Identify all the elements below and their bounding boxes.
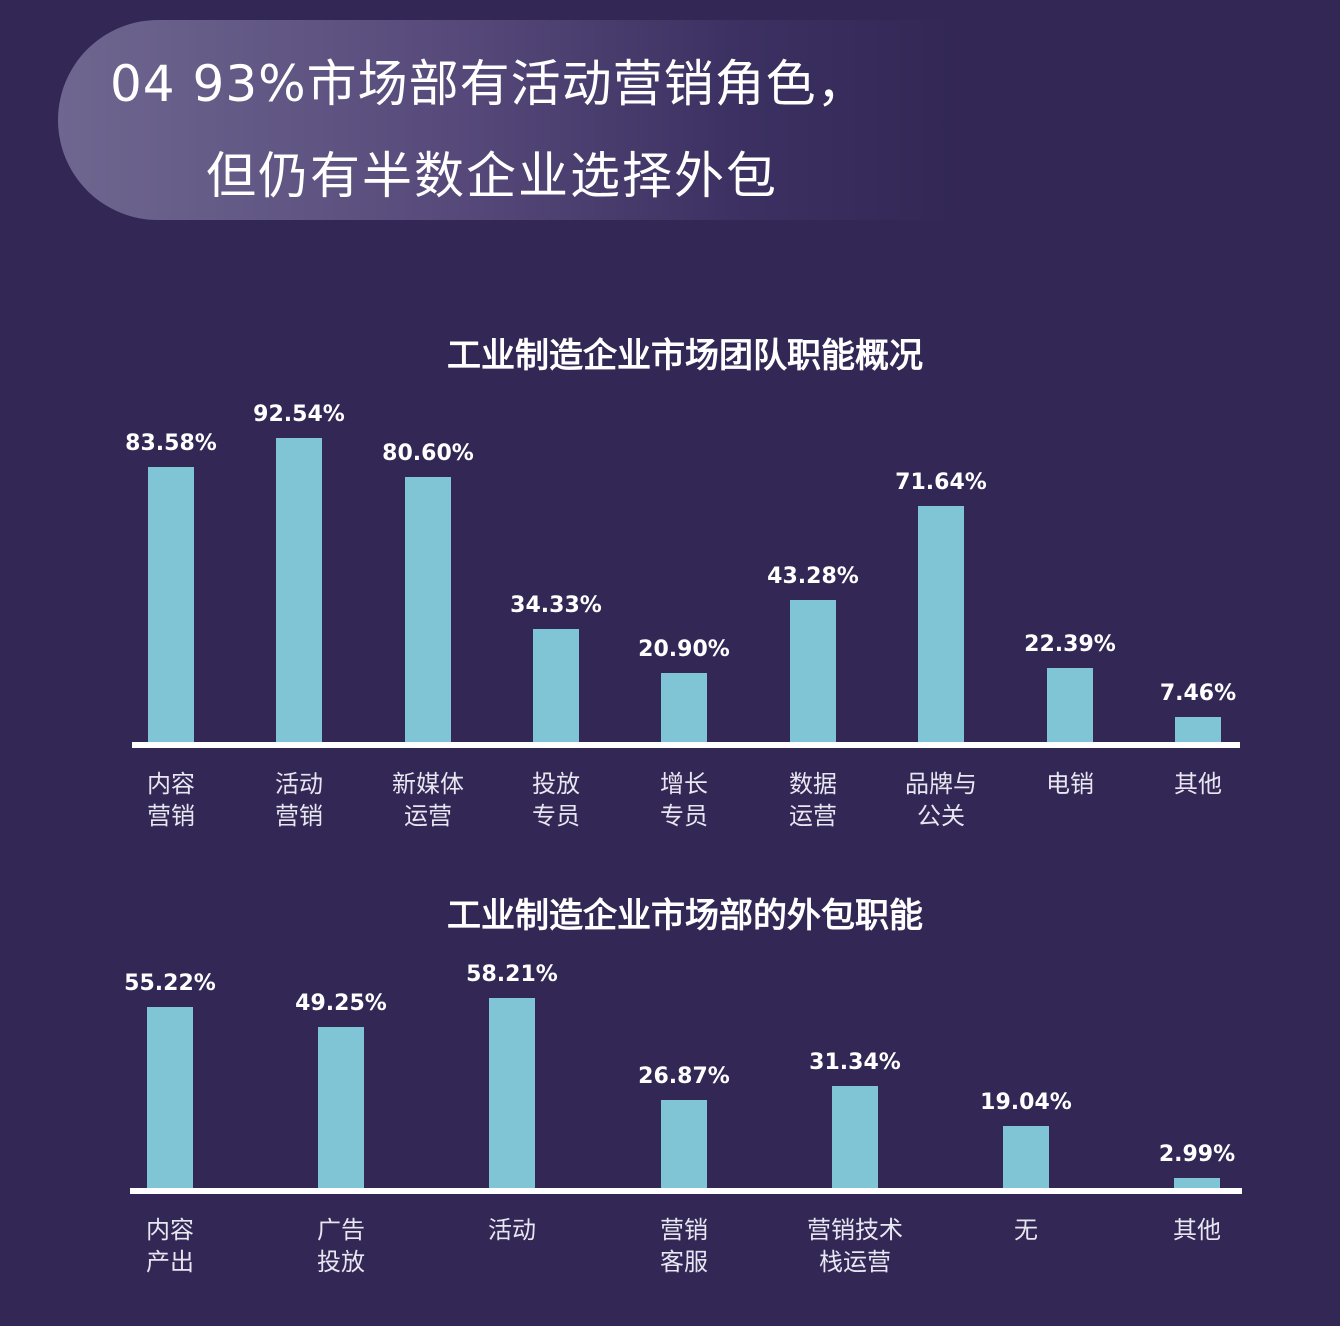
category-label: 营销 客服: [660, 1216, 708, 1276]
bar-value-label: 49.25%: [295, 991, 387, 1016]
chart-2-title: 工业制造企业市场部的外包职能: [447, 896, 923, 936]
category-label: 内容 产出: [146, 1216, 194, 1276]
category-label: 投放 专员: [532, 770, 580, 830]
bar-value-label: 58.21%: [466, 962, 558, 987]
bar: [147, 1007, 193, 1188]
bar: [533, 629, 579, 742]
bar-value-label: 19.04%: [980, 1090, 1072, 1115]
category-label: 活动 营销: [275, 770, 323, 830]
category-label: 无: [1014, 1216, 1038, 1244]
bar: [1175, 717, 1221, 742]
bar-value-label: 22.39%: [1024, 632, 1116, 657]
headline-line-2: 但仍有半数企业选择外包: [206, 147, 778, 205]
bar-value-label: 92.54%: [253, 402, 345, 427]
chart-1-title: 工业制造企业市场团队职能概况: [447, 336, 923, 376]
chart-baseline: [132, 742, 1240, 748]
bar: [276, 438, 322, 742]
category-label: 增长 专员: [660, 770, 708, 830]
bar: [1174, 1178, 1220, 1188]
bar-value-label: 26.87%: [638, 1064, 730, 1089]
bar: [405, 477, 451, 742]
bar-value-label: 2.99%: [1158, 1142, 1236, 1167]
category-label: 活动: [488, 1216, 536, 1244]
bar-value-label: 34.33%: [510, 593, 602, 618]
category-label: 品牌与 公关: [905, 770, 977, 830]
bar: [832, 1086, 878, 1188]
chart-baseline: [130, 1188, 1242, 1194]
category-label: 营销技术 栈运营: [807, 1216, 903, 1276]
bar-value-label: 55.22%: [124, 971, 216, 996]
bar-value-label: 43.28%: [767, 564, 859, 589]
headline-banner: 04 93%市场部有活动营销角色， 但仍有半数企业选择外包: [58, 20, 958, 220]
bar: [318, 1027, 364, 1188]
bar: [918, 506, 964, 742]
bar-value-label: 7.46%: [1159, 681, 1237, 706]
category-label: 新媒体 运营: [392, 770, 464, 830]
category-label: 内容 营销: [147, 770, 195, 830]
bar-value-label: 80.60%: [382, 441, 474, 466]
bar: [661, 1100, 707, 1188]
bar: [489, 998, 535, 1188]
bar: [148, 467, 194, 742]
bar-value-label: 31.34%: [809, 1050, 901, 1075]
bar: [661, 673, 707, 742]
headline-line-1: 04 93%市场部有活动营销角色，: [110, 55, 868, 113]
category-label: 数据 运营: [789, 770, 837, 830]
bar-value-label: 83.58%: [125, 431, 217, 456]
category-label: 其他: [1173, 1216, 1221, 1244]
category-label: 电销: [1046, 770, 1094, 798]
category-label: 其他: [1174, 770, 1222, 798]
category-label: 广告 投放: [317, 1216, 365, 1276]
bar: [1047, 668, 1093, 742]
bar: [790, 600, 836, 742]
bar-value-label: 71.64%: [895, 470, 987, 495]
bar: [1003, 1126, 1049, 1188]
bar-value-label: 20.90%: [638, 637, 730, 662]
